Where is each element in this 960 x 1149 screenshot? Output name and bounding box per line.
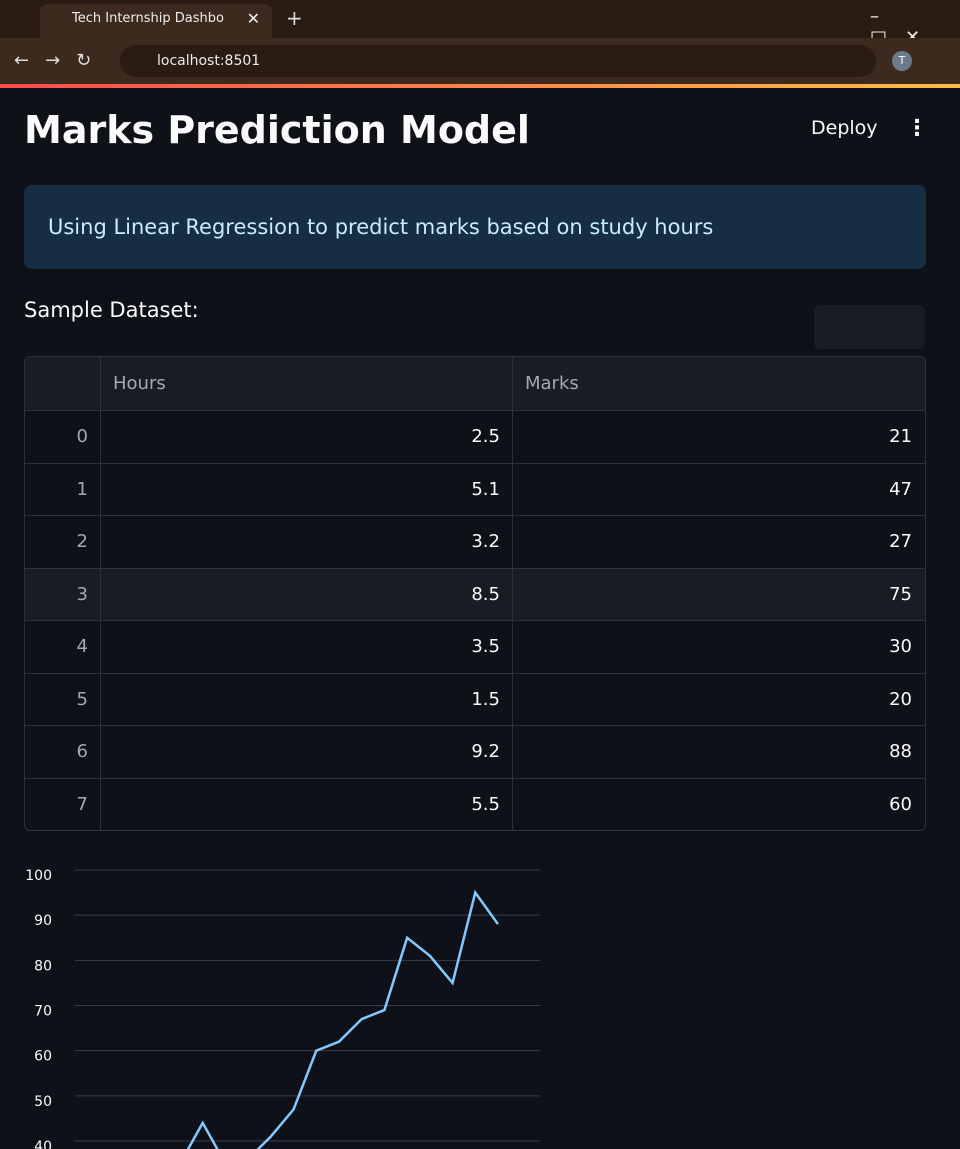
chart: 40 50 60 70 80 90 100 (25, 868, 540, 1149)
y-tick-label: 40 (34, 1139, 52, 1149)
y-tick-label: 90 (34, 913, 52, 929)
url: localhost:8501 (157, 53, 261, 69)
cell: 8.5 (100, 568, 512, 621)
y-tick-label: 50 (34, 1094, 52, 1110)
row-index: 0 (76, 426, 88, 447)
y-tick-label: 80 (34, 958, 52, 974)
row-index: 4 (76, 636, 88, 657)
tab-title: Tech Internship Dashbo (72, 11, 224, 26)
deploy-button[interactable]: Deploy (811, 117, 878, 139)
cell: 5.1 (100, 463, 512, 516)
new-tab[interactable]: + (286, 6, 303, 30)
nav-buttons[interactable]: ←→↻ (14, 50, 108, 71)
cell: 88 (512, 726, 924, 778)
cell: 3.2 (100, 516, 512, 568)
cell: 5.5 (100, 778, 512, 830)
header-decoration (0, 84, 960, 88)
section-label: Sample Dataset: (24, 298, 199, 322)
info-box: Using Linear Regression to predict marks… (24, 185, 926, 269)
row-index: 1 (76, 478, 88, 500)
menu[interactable]: ⋮ (906, 116, 928, 141)
row-index: 5 (76, 688, 88, 710)
row-index: 2 (76, 531, 88, 552)
cell: 47 (512, 463, 924, 516)
cell: 27 (512, 516, 924, 568)
y-tick-label: 100 (25, 868, 52, 884)
line (186, 889, 500, 1149)
table-row: 2 3.2 27 (25, 515, 925, 568)
row-index: 6 (76, 741, 88, 762)
cell: 20 (512, 673, 924, 726)
url-field[interactable]: localhost:8501 (120, 45, 876, 77)
table-row: 6 9.2 88 (25, 725, 925, 778)
cell: 30 (512, 621, 924, 673)
header-row: Hours Marks (25, 357, 925, 410)
cell: 60 (512, 778, 924, 830)
y-tick-label: 70 (34, 1004, 52, 1020)
row-index: 3 (76, 583, 88, 605)
profile[interactable]: T (892, 51, 912, 71)
tab[interactable]: Tech Internship Dashbo ✕ (40, 4, 272, 38)
cell: 21 (512, 411, 924, 463)
table-row: 7 5.5 60 (25, 777, 925, 830)
table-toolbar[interactable] (814, 305, 925, 349)
y-tick-label: 60 (34, 1049, 52, 1065)
cell: 75 (512, 568, 924, 621)
column-header: Marks (512, 357, 924, 410)
table: Hours Marks 0 2.5 21 1 5.1 47 2 3.2 27 3 8.5 75 4 3.5 30… (24, 356, 926, 831)
cell: 2.5 (100, 411, 512, 463)
cell: 9.2 (100, 726, 512, 778)
table-row: 5 1.5 20 (25, 672, 925, 726)
table-row: 0 2.5 21 (25, 410, 925, 463)
cell: 3.5 (100, 621, 512, 673)
table-row: 3 8.5 75 (25, 567, 925, 621)
table-row: 1 5.1 47 (25, 462, 925, 516)
cell: 1.5 (100, 673, 512, 726)
column-header: Hours (100, 357, 512, 410)
row-index: 7 (76, 793, 88, 815)
page-title: Marks Prediction Model (24, 108, 530, 152)
table-row: 4 3.5 30 (25, 620, 925, 673)
